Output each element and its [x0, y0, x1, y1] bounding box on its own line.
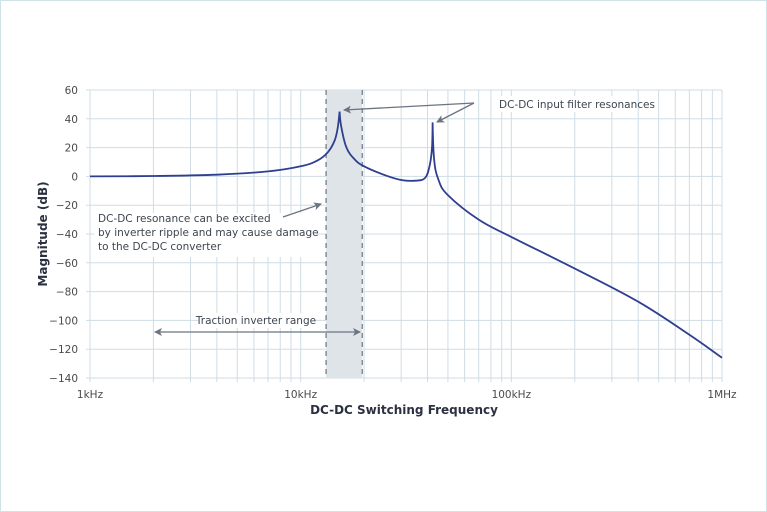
x-axis-label: DC-DC Switching Frequency	[310, 403, 498, 417]
resonance-label-bg	[494, 96, 630, 112]
note-bg	[94, 213, 316, 257]
note-line-3: to the DC-DC converter	[98, 241, 222, 253]
y-tick-label: 60	[65, 85, 78, 97]
note-line-2: by inverter ripple and may cause damage	[98, 227, 319, 239]
y-tick-label: −100	[49, 315, 78, 327]
note-arrow	[282, 202, 322, 218]
x-tick-label: 10kHz	[284, 389, 317, 401]
x-tick-label: 100kHz	[492, 389, 532, 401]
y-tick-label: −140	[49, 373, 78, 385]
y-tick-label: −80	[56, 287, 78, 299]
y-tick-label: 0	[71, 171, 78, 183]
x-tick-label: 1kHz	[77, 389, 104, 401]
y-axis-ticks: 60 40 20 0 −20 −40 −60 −80 −100 −120 −140	[49, 85, 78, 385]
x-tick-label: 1MHz	[707, 389, 737, 401]
resonance-annotation: DC-DC input filter resonances	[499, 99, 655, 111]
y-tick-label: −120	[49, 344, 78, 356]
resonance-band	[326, 90, 363, 378]
resonance-arrow-2	[436, 102, 475, 123]
note-line-1: DC-DC resonance can be excited	[98, 213, 271, 225]
traction-range-label: Traction inverter range	[195, 315, 316, 327]
band-dashed-lines	[325, 90, 363, 378]
magnitude-curve	[89, 111, 723, 359]
x-axis-ticks: 1kHz 10kHz 100kHz 1MHz	[77, 389, 737, 401]
traction-label-bg	[198, 313, 314, 328]
resonance-arrow-1	[343, 102, 475, 114]
y-tick-label: 20	[65, 143, 78, 155]
y-tick-label: −60	[56, 258, 78, 270]
y-tick-label: 40	[65, 114, 78, 126]
y-tick-label: −40	[56, 229, 78, 241]
y-axis-label: Magnitude (dB)	[36, 181, 50, 286]
y-tick-label: −20	[56, 200, 78, 212]
